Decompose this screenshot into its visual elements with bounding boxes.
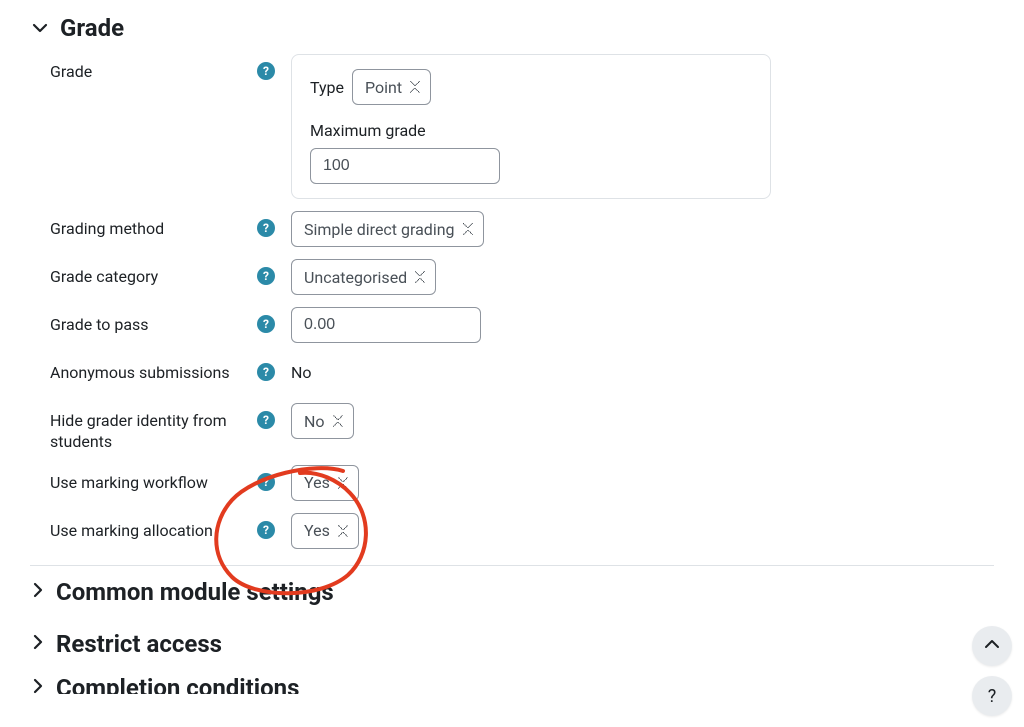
- chevron-right-icon: [30, 582, 46, 602]
- help-icon: ?: [988, 686, 997, 707]
- row-grading-method: Grading method ? Simple direct grading: [30, 205, 994, 253]
- section-title: Common module settings: [56, 578, 334, 606]
- row-grade: Grade ? Type Point Maximum grade: [30, 48, 994, 205]
- section-header-grade[interactable]: Grade: [30, 8, 994, 48]
- select-hide-grader[interactable]: No: [291, 403, 354, 439]
- input-grade-to-pass[interactable]: [291, 307, 481, 343]
- grade-fieldset: Type Point Maximum grade: [291, 54, 771, 199]
- section-title: Grade: [60, 14, 124, 42]
- label-grade-type: Type: [310, 78, 344, 97]
- select-marking-workflow[interactable]: Yes: [291, 465, 359, 501]
- select-grading-method[interactable]: Simple direct grading: [291, 211, 484, 247]
- select-value: Point: [365, 78, 402, 97]
- floating-help-button[interactable]: ?: [972, 676, 1012, 716]
- label-marking-allocation: Use marking allocation: [50, 521, 213, 542]
- label-marking-workflow: Use marking workflow: [50, 473, 208, 494]
- help-icon[interactable]: ?: [257, 473, 275, 491]
- help-icon[interactable]: ?: [257, 62, 275, 80]
- label-grading-method: Grading method: [50, 219, 164, 240]
- section-header-restrict[interactable]: Restrict access: [30, 618, 994, 670]
- help-icon[interactable]: ?: [257, 315, 275, 333]
- section-title: Restrict access: [56, 630, 222, 658]
- select-grade-type[interactable]: Point: [352, 69, 431, 105]
- chevron-up-icon: [984, 636, 1000, 656]
- select-marking-allocation[interactable]: Yes: [291, 513, 359, 549]
- scroll-to-top-button[interactable]: [972, 626, 1012, 666]
- help-icon[interactable]: ?: [257, 267, 275, 285]
- row-anonymous: Anonymous submissions ? No: [30, 349, 994, 397]
- select-grade-category[interactable]: Uncategorised: [291, 259, 436, 295]
- row-marking-workflow: Use marking workflow ? Yes: [30, 459, 994, 507]
- section-header-common[interactable]: Common module settings: [30, 566, 994, 618]
- label-grade: Grade: [50, 62, 92, 83]
- input-grade-max[interactable]: [310, 148, 500, 184]
- row-marking-allocation: Use marking allocation ? Yes: [30, 507, 994, 555]
- chevron-right-icon: [30, 678, 46, 694]
- select-value: Simple direct grading: [304, 220, 455, 239]
- section-title: Completion conditions: [56, 674, 299, 694]
- label-grade-to-pass: Grade to pass: [50, 315, 149, 336]
- select-value: Yes: [304, 473, 330, 492]
- row-hide-grader: Hide grader identity from students ? No: [30, 397, 994, 459]
- help-icon[interactable]: ?: [257, 411, 275, 429]
- label-grade-max: Maximum grade: [310, 121, 752, 140]
- select-value: Yes: [304, 521, 330, 540]
- help-icon[interactable]: ?: [257, 521, 275, 539]
- label-grade-category: Grade category: [50, 267, 158, 288]
- label-anonymous: Anonymous submissions: [50, 363, 230, 384]
- help-icon[interactable]: ?: [257, 363, 275, 381]
- row-grade-category: Grade category ? Uncategorised: [30, 253, 994, 301]
- label-hide-grader: Hide grader identity from students: [50, 411, 245, 453]
- section-header-completion[interactable]: Completion conditions: [30, 670, 994, 694]
- chevron-right-icon: [30, 634, 46, 654]
- select-value: No: [304, 412, 325, 431]
- chevron-down-icon: [30, 18, 50, 38]
- static-anonymous-value: No: [291, 355, 312, 382]
- row-grade-to-pass: Grade to pass ?: [30, 301, 994, 349]
- help-icon[interactable]: ?: [257, 219, 275, 237]
- select-value: Uncategorised: [304, 268, 407, 287]
